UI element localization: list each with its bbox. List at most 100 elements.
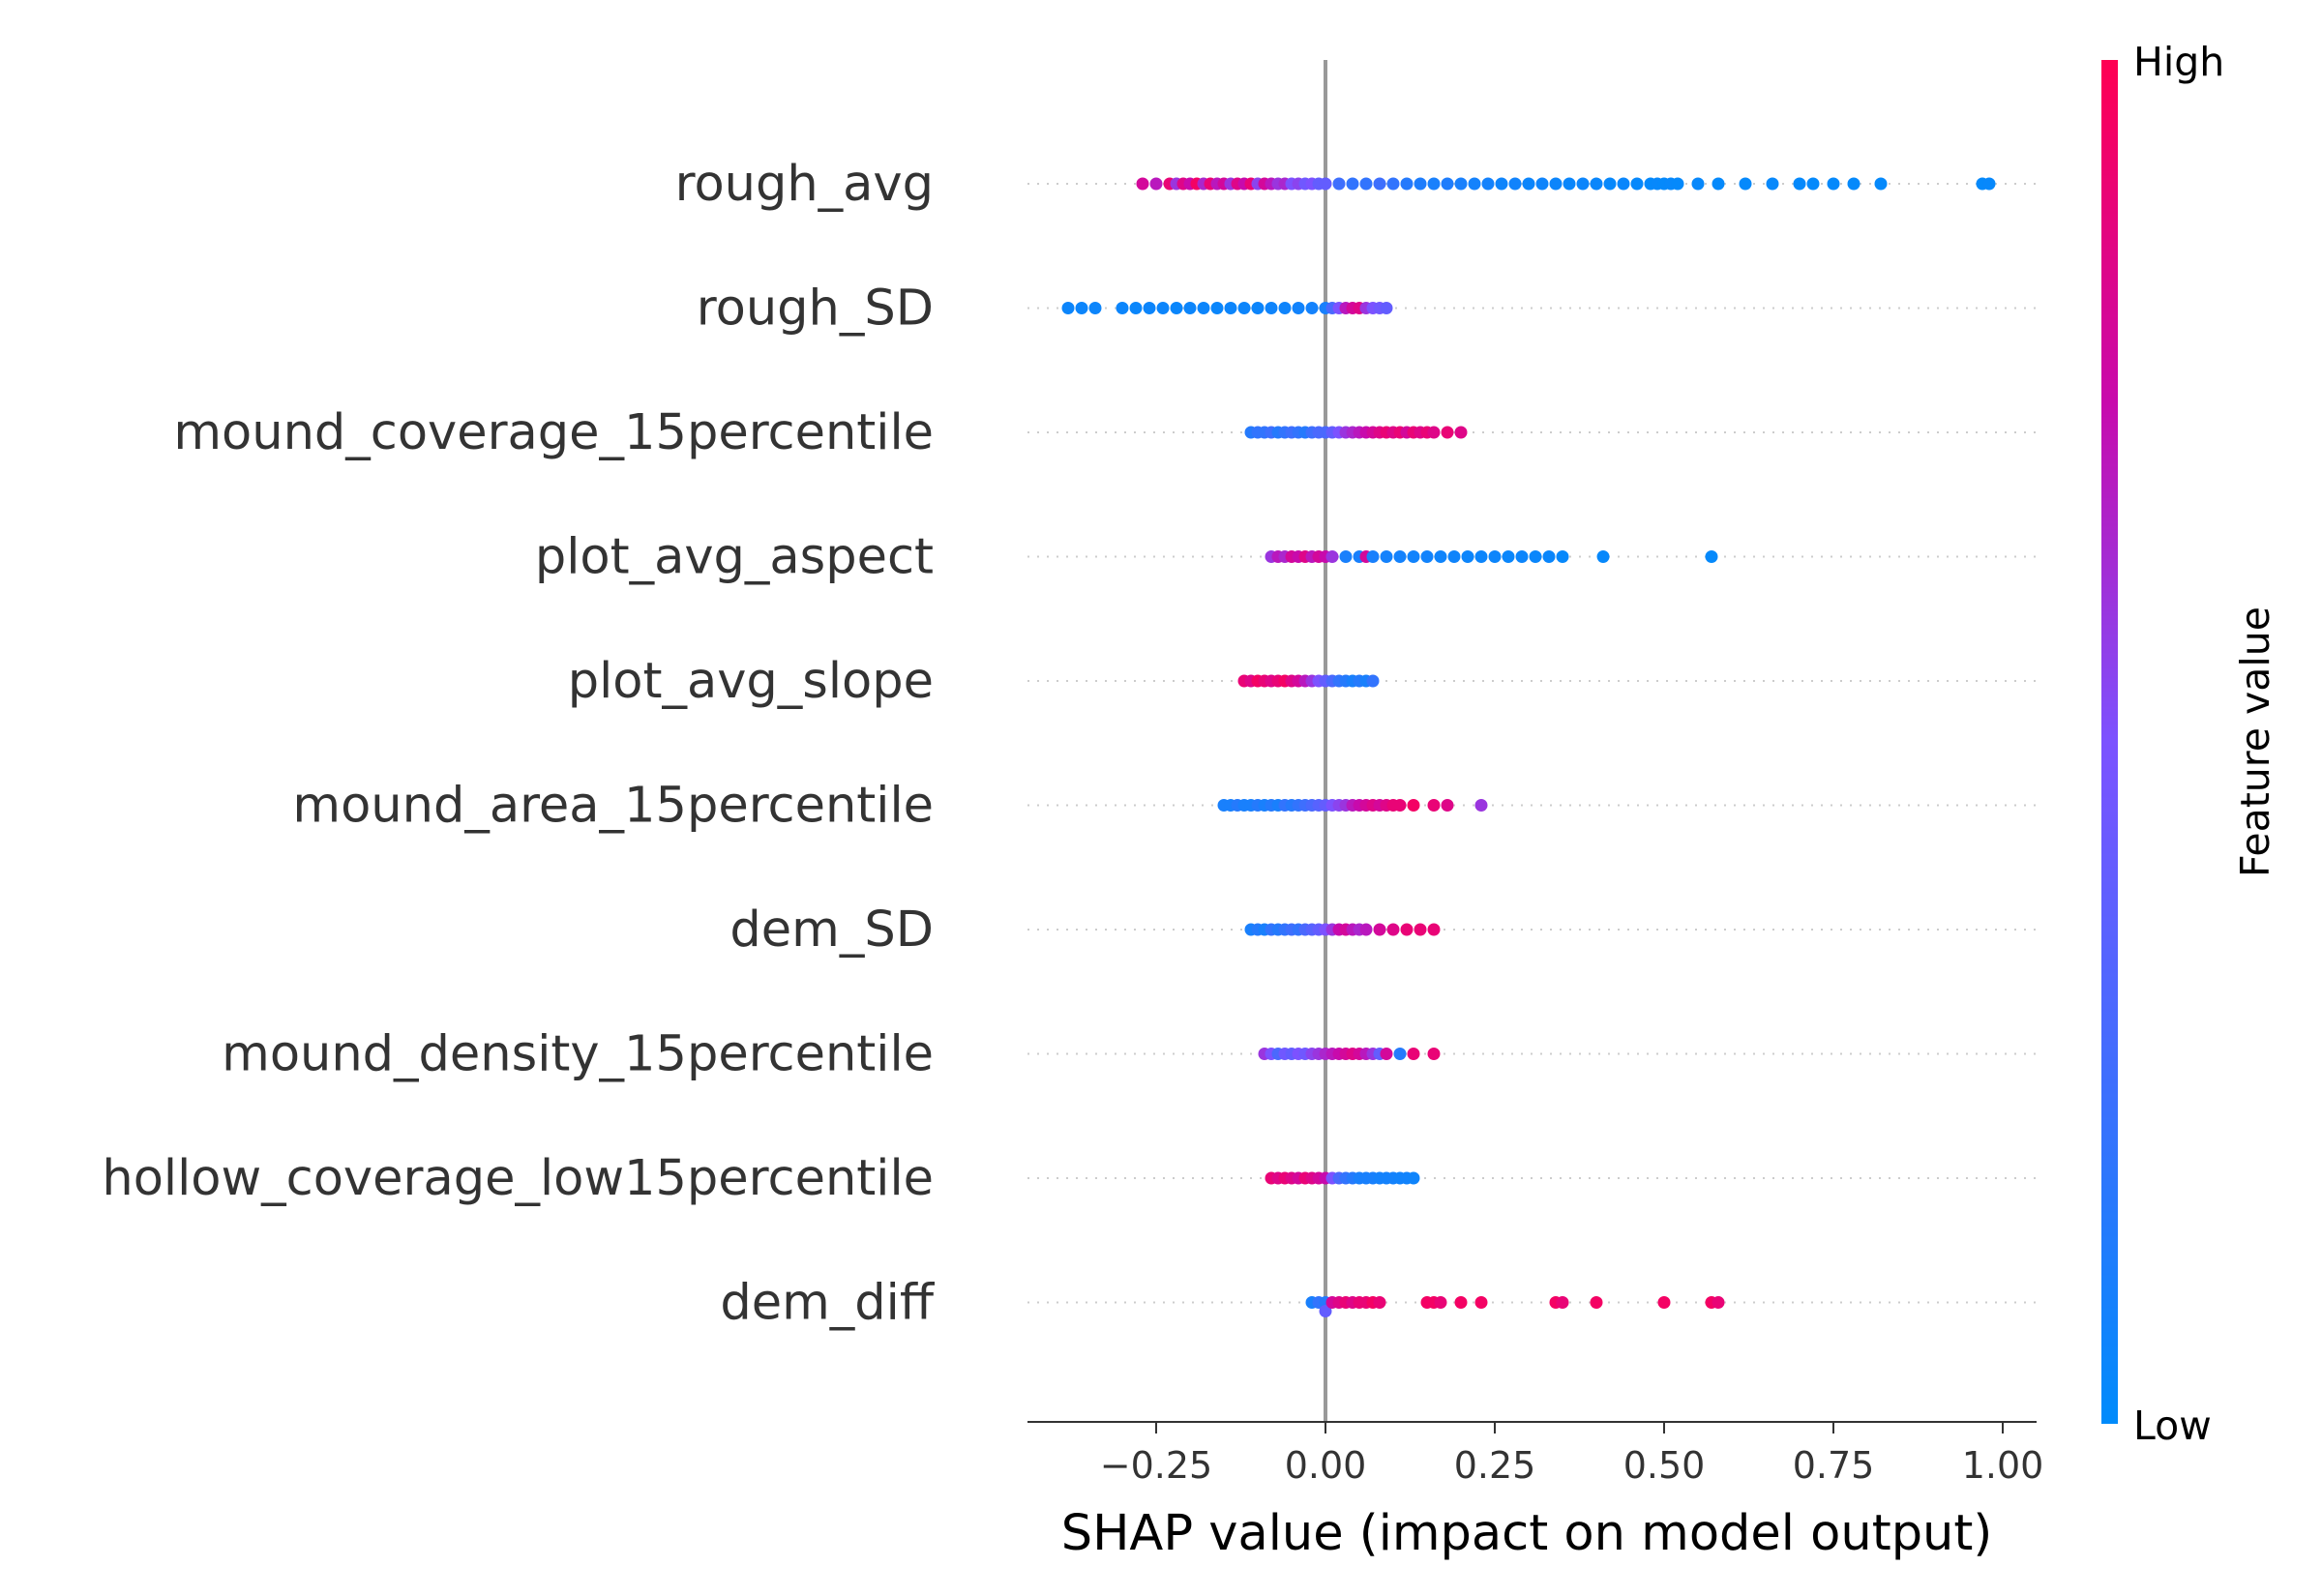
shap-point: [1420, 550, 1434, 563]
shap-point: [1630, 177, 1644, 191]
feature-label: hollow_coverage_low15percentile: [102, 1150, 934, 1207]
shap-point: [1407, 1048, 1420, 1060]
shap-point: [1414, 923, 1427, 936]
shap-point: [1346, 177, 1359, 191]
shap-point: [1671, 177, 1684, 191]
colorbar-low-label: Low: [2133, 1403, 2212, 1449]
shap-point: [1556, 1296, 1569, 1309]
feature-label: rough_SD: [697, 281, 934, 338]
shap-point: [1332, 177, 1346, 191]
shap-point: [1766, 177, 1779, 191]
shap-points: [1061, 177, 1996, 1317]
shap-point: [1224, 302, 1237, 314]
shap-point: [1657, 1296, 1671, 1309]
feature-label: mound_area_15percentile: [292, 778, 934, 835]
x-tick-label: 1.00: [1962, 1444, 2044, 1487]
shap-point: [1278, 302, 1292, 314]
shap-point: [1535, 177, 1549, 191]
shap-point: [1386, 923, 1400, 936]
shap-point: [1441, 426, 1454, 439]
shap-point: [1603, 177, 1617, 191]
shap-point: [1441, 177, 1454, 191]
x-tick-label: 0.75: [1793, 1444, 1875, 1487]
shap-point: [1549, 177, 1563, 191]
shap-point: [1393, 550, 1407, 563]
shap-point: [1136, 177, 1149, 191]
shap-point: [1359, 923, 1373, 936]
shap-point: [1705, 550, 1718, 563]
shap-point: [1407, 1171, 1420, 1185]
shap-point: [1197, 302, 1210, 314]
shap-point: [1359, 177, 1373, 191]
shap-point: [1366, 674, 1380, 688]
shap-point: [1522, 177, 1535, 191]
shap-point: [1529, 550, 1542, 563]
shap-point: [1806, 177, 1820, 191]
shap-point: [1237, 302, 1251, 314]
shap-point: [1556, 550, 1569, 563]
x-tick-label: 0.50: [1623, 1444, 1706, 1487]
shap-point: [1576, 177, 1590, 191]
shap-point: [1447, 550, 1461, 563]
feature-label: plot_avg_aspect: [535, 529, 934, 586]
x-tick-label: 0.25: [1454, 1444, 1536, 1487]
shap-point: [1515, 550, 1529, 563]
feature-label: dem_SD: [729, 901, 934, 959]
shap-point: [1427, 923, 1441, 936]
shap-point: [1502, 550, 1515, 563]
shap-point: [1061, 302, 1075, 314]
shap-point: [1149, 177, 1163, 191]
shap-point: [1454, 426, 1468, 439]
shap-point: [1434, 1296, 1447, 1309]
shap-point: [1380, 302, 1393, 314]
shap-point: [1129, 302, 1143, 314]
shap-point: [1874, 177, 1888, 191]
shap-point: [1427, 177, 1441, 191]
shap-point: [1407, 550, 1420, 563]
colorbar-high-label: High: [2133, 39, 2224, 85]
shap-point: [1210, 302, 1224, 314]
shap-point: [1265, 302, 1278, 314]
shap-point: [1508, 177, 1522, 191]
shap-point: [1373, 923, 1386, 936]
shap-point: [1542, 550, 1556, 563]
shap-point: [1495, 177, 1508, 191]
shap-point: [1596, 550, 1610, 563]
shap-point: [1982, 177, 1996, 191]
row-gridlines: [1027, 183, 2037, 1304]
x-ticks: −0.25 0.00 0.25 0.50 0.75 1.00: [1100, 1422, 2044, 1487]
shap-point: [1319, 177, 1332, 191]
shap-point: [1474, 550, 1488, 563]
shap-point: [1474, 1296, 1488, 1309]
shap-point: [1380, 1048, 1393, 1060]
shap-point: [1590, 1296, 1603, 1309]
shap-point: [1393, 1048, 1407, 1060]
shap-point: [1847, 177, 1861, 191]
feature-label: plot_avg_slope: [568, 653, 934, 710]
shap-point: [1461, 550, 1474, 563]
shap-point: [1400, 923, 1414, 936]
shap-point: [1474, 799, 1488, 812]
colorbar-gradient: [2101, 60, 2118, 1424]
feature-label: rough_avg: [675, 156, 934, 213]
shap-point: [1739, 177, 1752, 191]
shap-point: [1427, 1048, 1441, 1060]
shap-point: [1386, 177, 1400, 191]
shap-point: [1590, 177, 1603, 191]
shap-point: [1325, 550, 1339, 563]
x-tick-label: −0.25: [1100, 1444, 1212, 1487]
shap-point: [1563, 177, 1576, 191]
shap-point: [1454, 1296, 1468, 1309]
feature-label: dem_diff: [720, 1275, 935, 1332]
shap-point: [1400, 177, 1414, 191]
shap-point: [1454, 177, 1468, 191]
shap-point: [1712, 177, 1725, 191]
colorbar: High Low Feature value: [2101, 39, 2278, 1449]
x-tick-label: 0.00: [1285, 1444, 1367, 1487]
shap-point: [1116, 302, 1129, 314]
shap-point: [1366, 550, 1380, 563]
shap-point: [1488, 550, 1502, 563]
shap-point: [1827, 177, 1840, 191]
shap-point: [1712, 1296, 1725, 1309]
